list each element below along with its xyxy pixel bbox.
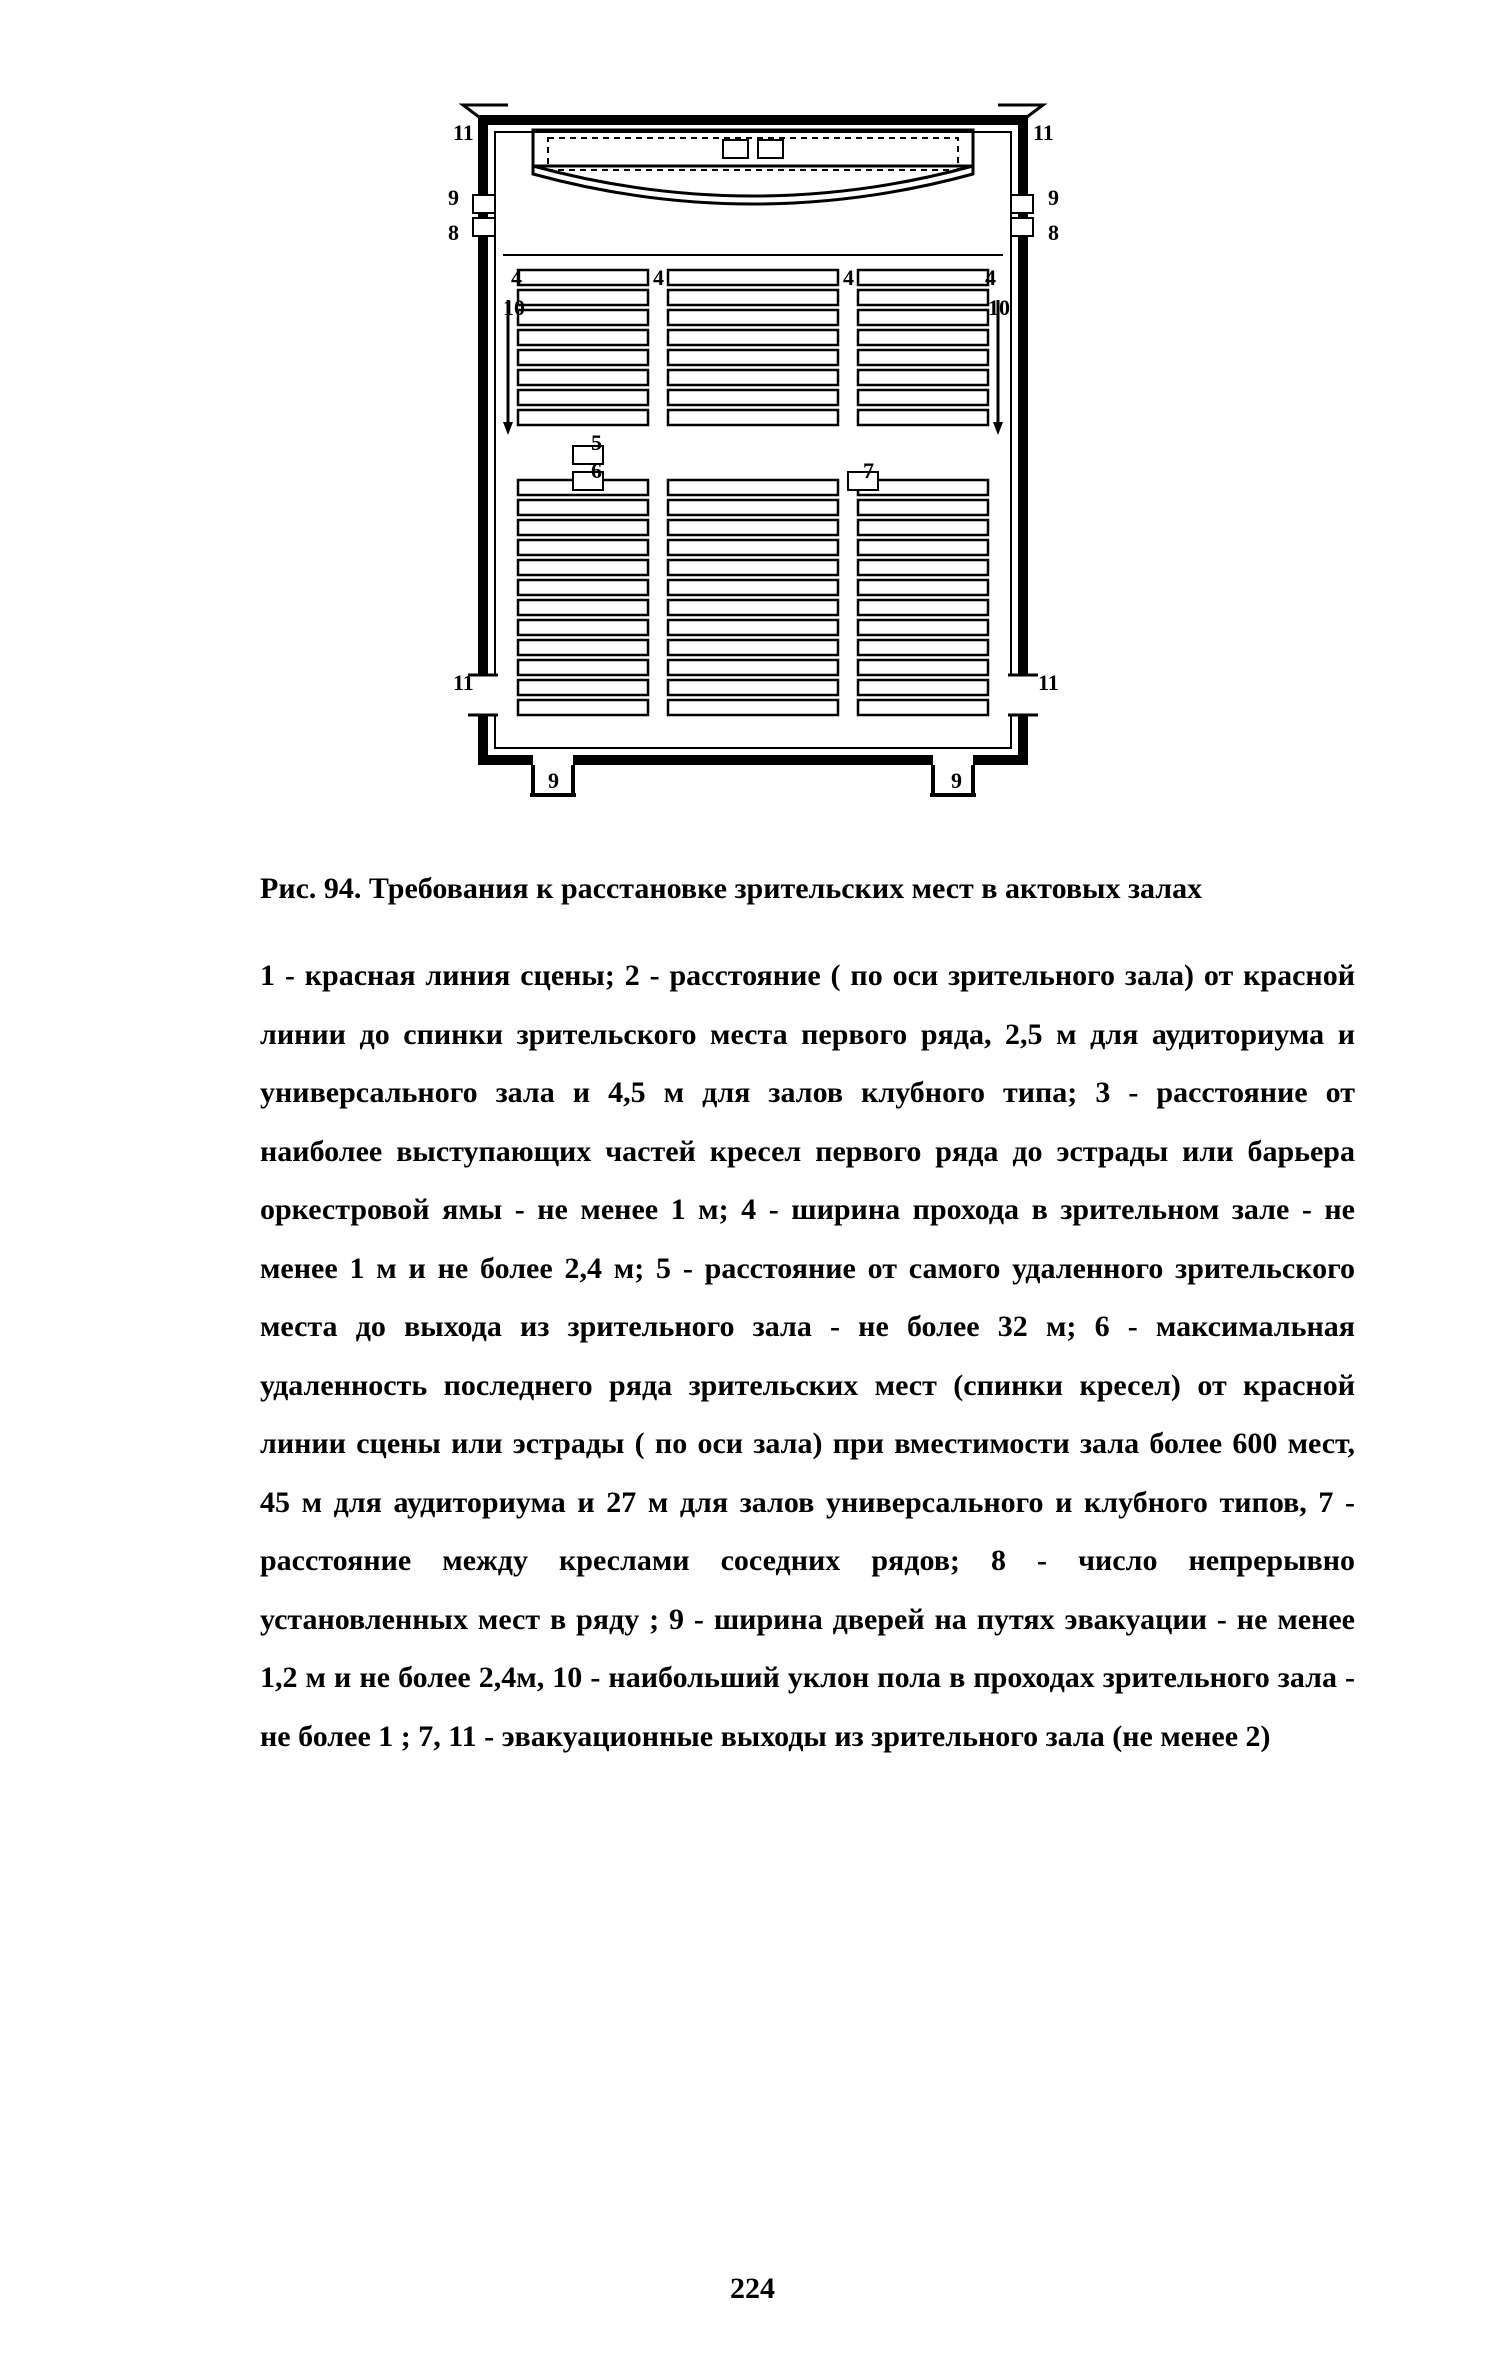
- svg-text:8: 8: [1048, 220, 1059, 245]
- svg-text:10: 10: [503, 295, 525, 320]
- svg-text:4: 4: [511, 265, 522, 290]
- figure-caption: Рис. 94. Требования к расстановке зрител…: [150, 860, 1355, 917]
- svg-text:7: 7: [863, 458, 874, 483]
- svg-text:9: 9: [448, 185, 459, 210]
- svg-text:4: 4: [843, 265, 854, 290]
- svg-text:9: 9: [1048, 185, 1059, 210]
- svg-text:6: 6: [591, 458, 602, 483]
- svg-text:11: 11: [453, 670, 474, 695]
- page-number: 224: [0, 2272, 1505, 2306]
- svg-text:11: 11: [1038, 670, 1059, 695]
- svg-text:8: 8: [448, 220, 459, 245]
- diagram-container: 11 11 9 9 8 8 4 4 4 4 10 10 5 6 7 11 11 9 9: [150, 100, 1355, 820]
- svg-text:5: 5: [591, 430, 602, 455]
- floorplan-diagram: 11 11 9 9 8 8 4 4 4 4 10 10 5 6 7 11 11 9 9: [413, 100, 1093, 820]
- svg-text:10: 10: [988, 295, 1010, 320]
- svg-text:9: 9: [548, 768, 559, 793]
- svg-text:9: 9: [951, 768, 962, 793]
- figure-legend: 1 - красная линия сцены; 2 - расстояние …: [150, 947, 1355, 1766]
- svg-text:11: 11: [1033, 120, 1054, 145]
- svg-text:4: 4: [653, 265, 664, 290]
- svg-text:4: 4: [985, 265, 996, 290]
- svg-text:11: 11: [453, 120, 474, 145]
